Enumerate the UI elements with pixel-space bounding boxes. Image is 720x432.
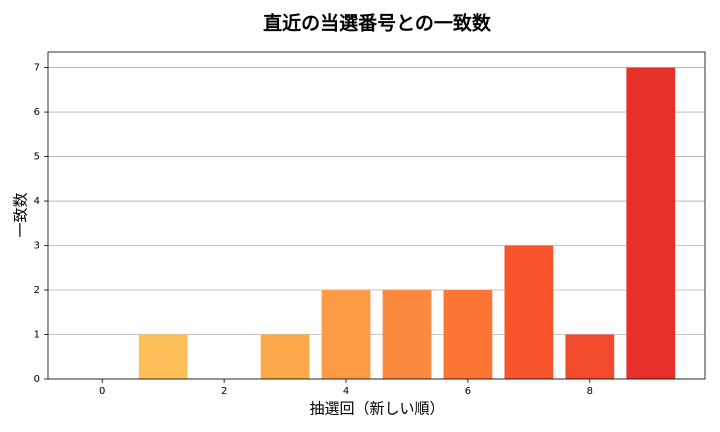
- chart-title: 直近の当選番号との一致数: [263, 12, 492, 35]
- plot-frame: [47, 51, 706, 380]
- y-tick-label: 1: [34, 330, 40, 341]
- x-tick-label: 2: [221, 386, 227, 397]
- bar: [382, 290, 432, 379]
- x-axis-label: 抽選回（新しい順）: [309, 400, 444, 418]
- bar: [443, 290, 493, 379]
- x-tick-label: 6: [465, 386, 471, 397]
- x-tick-label: 4: [343, 386, 349, 397]
- y-tick-label: 3: [34, 241, 40, 252]
- y-tick-label: 4: [34, 196, 40, 207]
- y-tick-label: 6: [34, 107, 40, 118]
- bar: [565, 334, 615, 379]
- y-tick-label: 0: [34, 374, 40, 385]
- x-tick-label: 8: [587, 386, 593, 397]
- y-tick-label: 2: [34, 285, 40, 296]
- bar: [504, 245, 554, 379]
- bar: [260, 334, 310, 379]
- y-axis-label: 一致数: [12, 192, 30, 237]
- bar: [321, 290, 371, 379]
- x-tick-label: 0: [99, 386, 105, 397]
- y-tick-label: 5: [34, 152, 40, 163]
- bar: [626, 67, 676, 380]
- y-tick-label: 7: [34, 63, 40, 74]
- bar: [138, 334, 188, 379]
